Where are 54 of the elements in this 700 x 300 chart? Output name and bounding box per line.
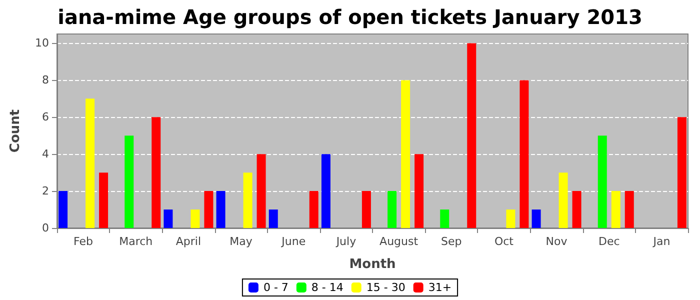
x-tick-label: Sep xyxy=(441,235,462,248)
x-tick-label: Feb xyxy=(74,235,94,248)
bar xyxy=(86,98,95,228)
legend-label: 31+ xyxy=(428,281,452,294)
y-tick-label: 10 xyxy=(35,36,49,50)
bar xyxy=(309,191,318,228)
bar xyxy=(124,136,134,228)
y-tick-label: 8 xyxy=(42,74,49,87)
bar xyxy=(401,80,410,228)
x-tick-label: May xyxy=(230,235,253,248)
bar xyxy=(467,43,476,228)
chart-title: iana-mime Age groups of open tickets January 2013 xyxy=(58,5,642,29)
bar xyxy=(388,191,397,228)
bar xyxy=(321,154,330,228)
x-tick-label: August xyxy=(380,235,419,248)
y-tick-label: 0 xyxy=(42,222,49,234)
x-tick-label: Nov xyxy=(546,235,568,248)
y-axis-title: Count xyxy=(8,109,23,153)
y-tick-label: 6 xyxy=(42,110,49,124)
bar xyxy=(256,154,266,228)
bar xyxy=(677,117,686,228)
bar xyxy=(532,210,541,228)
bar xyxy=(190,210,200,228)
y-tick-label: 4 xyxy=(42,148,49,161)
bar xyxy=(440,210,450,228)
bar xyxy=(520,80,529,228)
x-tick-label: March xyxy=(119,235,153,248)
bar xyxy=(204,191,214,228)
x-tick-label: Oct xyxy=(494,235,514,248)
y-tick-label: 2 xyxy=(42,184,49,198)
x-tick-label: July xyxy=(335,235,357,248)
x-tick-label: Dec xyxy=(598,235,620,248)
bar xyxy=(611,191,620,228)
bar xyxy=(506,210,516,228)
bar xyxy=(99,172,108,228)
bar xyxy=(58,191,68,228)
bar xyxy=(243,172,252,228)
bar xyxy=(624,191,634,228)
legend-label: 8 - 14 xyxy=(311,281,344,294)
bar xyxy=(268,210,278,228)
bar xyxy=(598,136,607,228)
x-tick-label: June xyxy=(280,235,306,248)
bar xyxy=(216,191,226,228)
bar xyxy=(164,210,173,228)
bar xyxy=(558,172,568,228)
bar xyxy=(572,191,582,228)
legend-label: 0 - 7 xyxy=(263,281,288,294)
x-axis-title: Month xyxy=(349,257,396,272)
bar xyxy=(362,191,371,228)
legend-label: 15 - 30 xyxy=(366,281,406,294)
x-tick-label: Jan xyxy=(652,235,670,248)
bar xyxy=(414,154,424,228)
x-tick-label: April xyxy=(176,235,202,248)
bar xyxy=(152,117,161,228)
